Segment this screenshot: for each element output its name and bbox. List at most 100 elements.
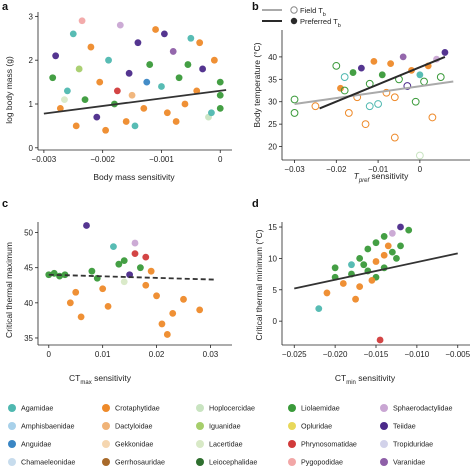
data-point-liolaemidae (290, 109, 299, 117)
panel-c-xtick-label: 0.01 (95, 350, 111, 359)
data-point-liolaemidae (216, 91, 224, 99)
data-point-crotaphytidae (169, 309, 177, 317)
panel-b-xtick-label: −0.01 (368, 165, 389, 174)
data-point-agamidae (348, 261, 355, 269)
data-point-varanidae (399, 53, 407, 61)
data-point-crotaphytidae (72, 122, 80, 130)
legend-label-liolaemidae: Liolaemidae (301, 404, 340, 413)
legend-label-agamidae: Agamidae (21, 404, 53, 413)
panel-d-ytick-label: 15 (268, 223, 277, 232)
legend-swatch-teiidae (380, 422, 388, 430)
data-point-crotaphytidae (147, 267, 155, 275)
panel-b-legend: Field Tb Preferred Tb (262, 6, 341, 29)
legend-label-sphaerodactylidae: Sphaerodactylidae (393, 404, 453, 413)
data-point-crotaphytidae (72, 288, 80, 296)
panel-c-ytick-label: 45 (24, 264, 33, 273)
data-point-crotaphytidae (180, 295, 187, 303)
data-point-crotaphytidae (323, 289, 331, 297)
data-point-crotaphytidae (104, 302, 112, 310)
data-point-crotaphytidae (102, 126, 110, 134)
legend-swatch-amphisbaenidae (8, 422, 16, 430)
data-point-crotaphytidae (172, 118, 180, 125)
data-point-sphaerodactylidae (388, 229, 396, 237)
data-point-agamidae (187, 34, 195, 42)
family-legend: Agamidae Crotaphytidae Hoplocercidae Liolae… (8, 404, 453, 467)
data-point-crotaphytidae (352, 295, 359, 303)
data-point-lacertidae (120, 278, 128, 286)
legend-label-iguanidae: Iguanidae (209, 422, 241, 431)
legend-swatch-dactyloidae (102, 422, 110, 430)
data-point-liolaemidae (290, 95, 299, 104)
panel-d-xtick-label: −0.010 (405, 350, 430, 359)
data-point-dactyloidae (128, 91, 136, 99)
panel-b-ytick-label: 20 (268, 143, 277, 152)
panel-d-xlabel: CTmin sensitivity (335, 373, 396, 386)
panel-a-xtick-label: 0 (218, 155, 223, 164)
panel-d-xtick-label: −0.015 (364, 350, 389, 359)
data-point-liolaemidae (405, 226, 413, 234)
panel-c-xlabel-sub: max (80, 380, 91, 386)
legend-label-crotaphytidae: Crotaphytidae (115, 404, 160, 413)
legend-preferred-sub: b (338, 23, 341, 29)
data-point-agamidae (105, 56, 112, 64)
legend-swatch-lacertidae (196, 440, 204, 448)
data-point-liolaemidae (378, 71, 386, 79)
panel-b-xtick-label: −0.03 (284, 165, 305, 174)
legend-label-chamaeleonidae: Chamaeleonidae (21, 458, 75, 467)
data-point-liolaemidae (332, 61, 341, 70)
data-point-crotaphytidae (56, 104, 64, 112)
legend-swatch-sphaerodactylidae (380, 404, 388, 412)
data-point-crotaphytidae (210, 56, 218, 64)
panel-d-xlabel-rest: sensitivity (356, 373, 396, 383)
data-point-liolaemidae (175, 74, 183, 82)
data-point-crotaphytidae (372, 258, 380, 265)
legend-swatch-varanidae (380, 458, 388, 466)
legend-label-leiocephalidae: Leiocephalidae (209, 458, 257, 467)
data-point-liolaemidae (184, 61, 192, 68)
panel-a-ytick-label: 2 (29, 56, 34, 65)
panel-c-xtick-label: 0 (47, 350, 52, 359)
data-point-teiidae (83, 222, 90, 229)
data-point-liolaemidae (364, 245, 372, 253)
data-point-teiidae (441, 49, 449, 56)
data-point-crotaphytidae (152, 26, 159, 33)
data-point-liolaemidae (393, 254, 400, 262)
data-point-liolaemidae (420, 77, 428, 86)
data-point-crotaphytidae (339, 280, 347, 287)
data-point-hoplocercidae (415, 151, 424, 160)
data-point-agamidae (374, 100, 382, 108)
panel-d-xtick-label: −0.025 (282, 350, 307, 359)
panel-c-xlabel-rest: sensitivity (92, 373, 132, 383)
panel-d-ylabel: Critical thermal minimum (°C) (254, 229, 264, 340)
data-point-crotaphytidae (387, 60, 395, 68)
panel-b-xlabel-sub: pref (358, 178, 371, 184)
data-point-crotaphytidae (193, 87, 201, 95)
legend-label-gerrhosauridae: Gerrhosauridae (115, 458, 165, 467)
data-point-crotaphytidae (344, 109, 353, 117)
panel-a-xtick-label: −0.003 (32, 155, 57, 164)
data-point-crotaphytidae (370, 57, 378, 65)
legend-field-sub: b (323, 12, 326, 18)
data-point-crotaphytidae (158, 320, 166, 328)
panel-b-preferred-line (319, 55, 446, 110)
data-point-liolaemidae (146, 61, 154, 68)
data-point-crotaphytidae (384, 242, 392, 250)
data-point-agamidae (416, 71, 424, 79)
data-point-liolaemidae (411, 97, 420, 106)
legend-swatch-phrynosomatidae (288, 440, 296, 448)
data-point-anguidae (143, 78, 151, 86)
legend-swatch-pygopodidae (288, 458, 296, 466)
data-point-liolaemidae (360, 261, 368, 269)
data-point-liolaemidae (340, 86, 349, 95)
legend-label-hoplocercidae: Hoplocercidae (209, 404, 255, 413)
data-point-liolaemidae (115, 260, 123, 268)
legend-swatch-tropiduridae (380, 440, 388, 448)
data-point-crotaphytidae (96, 78, 104, 86)
data-point-crotaphytidae (163, 109, 171, 117)
panel-c-xlabel-main: CT (69, 373, 80, 383)
panel-b-xtick-label: 0 (418, 165, 423, 174)
data-point-liolaemidae (216, 78, 224, 86)
legend-swatch-gerrhosauridae (102, 458, 110, 466)
panel-a-scatter: −0.003 −0.002 −0.001 0 0 1 2 3 (29, 12, 232, 164)
legend-swatch-opluridae (288, 422, 296, 430)
